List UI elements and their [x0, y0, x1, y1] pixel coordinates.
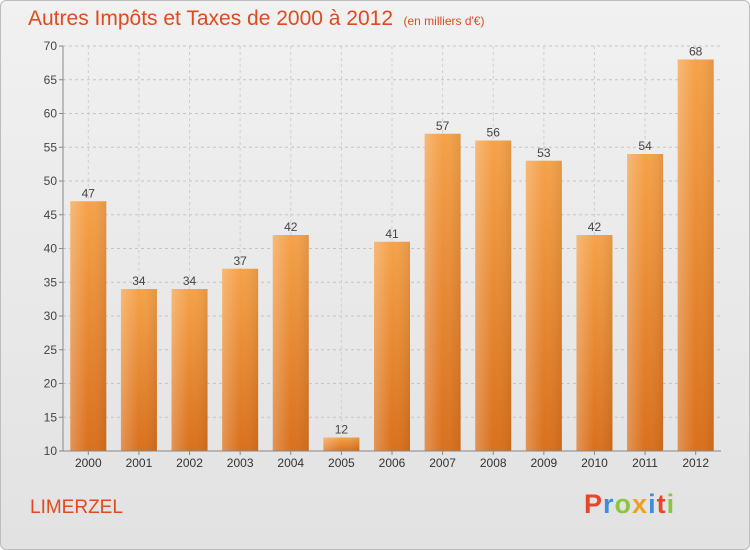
- x-tick-label: 2006: [379, 456, 406, 470]
- y-tick-label: 30: [44, 309, 58, 323]
- bar-value-label: 42: [588, 220, 602, 234]
- bar-value-label: 42: [284, 220, 298, 234]
- place-name: LIMERZEL: [30, 497, 123, 518]
- chart-title-group: Autres Impôts et Taxes de 2000 à 2012 (e…: [28, 7, 484, 31]
- y-tick-label: 25: [44, 343, 58, 357]
- bar-shade: [222, 268, 259, 451]
- y-tick-label: 40: [44, 242, 58, 256]
- x-tick-label: 2012: [682, 456, 709, 470]
- bar-shade: [677, 59, 714, 451]
- bar-value-label: 57: [436, 119, 450, 133]
- y-tick-label: 55: [44, 140, 58, 154]
- x-tick-label: 2011: [632, 456, 658, 470]
- bar-shade: [272, 235, 309, 451]
- y-tick-label: 15: [44, 410, 58, 424]
- x-tick-label: 2010: [581, 456, 608, 470]
- x-tick-label: 2004: [277, 456, 304, 470]
- bar-shade: [70, 201, 107, 451]
- y-tick-label: 10: [44, 444, 58, 458]
- bar-shade: [323, 437, 360, 451]
- bar-shade: [525, 160, 562, 451]
- logo-letter: P: [584, 489, 604, 519]
- y-tick-label: 65: [44, 73, 58, 87]
- bar-value-label: 41: [385, 227, 399, 241]
- bars: 47 34 34 37 42 12 41 57 56 53 42 54 68: [70, 45, 714, 451]
- x-tick-label: 2001: [126, 456, 153, 470]
- bar-value-label: 34: [183, 274, 197, 288]
- y-tick-label: 45: [44, 208, 58, 222]
- chart-title: Autres Impôts et Taxes de 2000 à 2012: [28, 7, 394, 30]
- y-tick-label: 60: [44, 107, 58, 121]
- logo-letter: x: [632, 489, 649, 519]
- bar-value-label: 56: [487, 126, 501, 140]
- bar-shade: [120, 289, 157, 451]
- bar-value-label: 12: [335, 423, 349, 437]
- bar-shade: [171, 289, 208, 451]
- axes: 10 15 20 25 30 35 40 45 50 55 60 65 70 2000 2001 2002 20…: [44, 39, 721, 470]
- x-tick-label: 2009: [530, 456, 557, 470]
- x-tick-label: 2005: [328, 456, 355, 470]
- bar-value-label: 53: [537, 146, 551, 160]
- y-tick-label: 70: [44, 39, 58, 53]
- bar-value-label: 37: [233, 254, 247, 268]
- chart-subtitle: (en milliers d'€): [403, 14, 485, 28]
- proxiti-logo: Proxiti: [584, 489, 675, 520]
- bar-value-label: 47: [82, 186, 96, 200]
- y-tick-label: 35: [44, 275, 58, 289]
- bar-shade: [627, 154, 664, 451]
- x-tick-label: 2007: [429, 456, 456, 470]
- bar-shade: [475, 140, 512, 451]
- logo-letter: i: [666, 489, 676, 519]
- logo-letter: r: [603, 489, 615, 519]
- bar-value-label: 54: [638, 139, 652, 153]
- y-tick-label: 20: [44, 377, 58, 391]
- x-tick-label: 2002: [176, 456, 203, 470]
- y-tick-label: 50: [44, 174, 58, 188]
- logo-letter: o: [614, 489, 633, 519]
- bar-shade: [374, 241, 410, 451]
- bar-value-label: 68: [689, 45, 703, 59]
- x-tick-label: 2000: [75, 456, 102, 470]
- bar-value-label: 34: [132, 274, 146, 288]
- bar-shade: [424, 133, 461, 451]
- x-tick-label: 2008: [480, 456, 507, 470]
- x-tick-label: 2003: [227, 456, 254, 470]
- bar-shade: [576, 235, 613, 451]
- logo-letter: i: [648, 489, 657, 519]
- logo-letter: t: [656, 489, 667, 519]
